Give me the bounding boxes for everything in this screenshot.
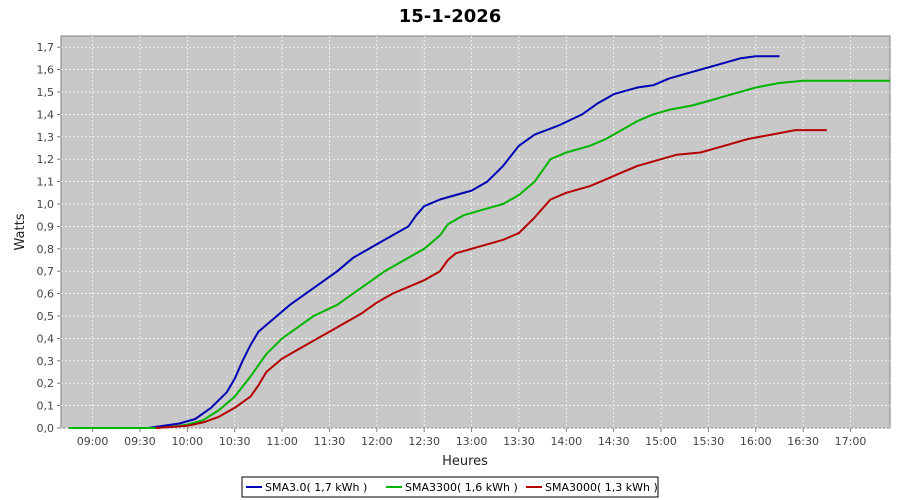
grid — [61, 36, 890, 429]
y-tick-label: 1,0 — [37, 198, 55, 211]
y-tick-label: 0,4 — [37, 332, 55, 345]
series-line-2 — [155, 129, 827, 429]
y-tick-label: 1,4 — [37, 108, 55, 121]
y-tick-label: 0,1 — [37, 400, 55, 413]
legend-box — [241, 476, 659, 498]
x-axis-title: Heures — [442, 454, 488, 469]
y-tick-label: 1,1 — [37, 176, 55, 189]
y-tick-label: 0,8 — [37, 243, 55, 256]
y-tick-label: 0,7 — [37, 265, 55, 278]
x-tick-label: 15:00 — [645, 435, 677, 448]
y-tick-label: 0,3 — [37, 355, 55, 368]
x-tick-label: 11:30 — [314, 435, 346, 448]
y-tick-label: 1,3 — [37, 131, 55, 144]
x-tick-label: 14:00 — [550, 435, 582, 448]
y-tick-label: 0,2 — [37, 377, 55, 390]
y-tick-label: 1,7 — [37, 41, 55, 54]
y-axis-title: Watts — [13, 213, 28, 250]
series-line-1 — [68, 79, 890, 429]
x-tick-label: 16:00 — [740, 435, 772, 448]
x-tick-label: 09:00 — [77, 435, 109, 448]
y-tick-label: 1,2 — [37, 153, 55, 166]
x-tick-label: 09:30 — [124, 435, 156, 448]
legend-label: SMA3000( 1,3 kWh ) — [545, 481, 658, 494]
chart-title: 15-1-2026 — [399, 6, 502, 27]
plot-area — [60, 35, 891, 429]
legend: SMA3.0( 1,7 kWh ) SMA3300( 1,6 kWh ) SMA30… — [241, 476, 659, 498]
series-group — [68, 55, 890, 429]
y-tick-label: 0,9 — [37, 220, 55, 233]
x-tick-label: 12:00 — [361, 435, 393, 448]
x-tick-label: 11:00 — [266, 435, 298, 448]
y-tick-label: 0,6 — [37, 288, 55, 301]
x-tick-label: 12:30 — [408, 435, 440, 448]
y-tick-label: 0,0 — [37, 422, 55, 435]
x-tick-label: 13:00 — [456, 435, 488, 448]
legend-label: SMA3.0( 1,7 kWh ) — [265, 481, 367, 494]
x-tick-label: 17:00 — [835, 435, 867, 448]
x-tick-label: 10:00 — [171, 435, 203, 448]
legend-label: SMA3300( 1,6 kWh ) — [405, 481, 518, 494]
x-tick-label: 10:30 — [219, 435, 251, 448]
series-line-0 — [147, 55, 780, 429]
y-tick-label: 0,5 — [37, 310, 55, 323]
x-tick-label: 14:30 — [598, 435, 630, 448]
y-tick-label: 1,6 — [37, 64, 55, 77]
x-tick-label: 13:30 — [503, 435, 535, 448]
x-axis: 09:00 09:30 10:00 10:30 11:00 11:30 12:00 12:30… — [77, 428, 867, 448]
y-axis: 0,0 0,1 0,2 0,3 0,4 0,5 0,6 0,7 0,8 0,9 1,0 1,1 1,2 1… — [37, 41, 61, 435]
x-tick-label: 16:30 — [787, 435, 819, 448]
y-tick-label: 1,5 — [37, 86, 55, 99]
x-tick-label: 15:30 — [693, 435, 725, 448]
